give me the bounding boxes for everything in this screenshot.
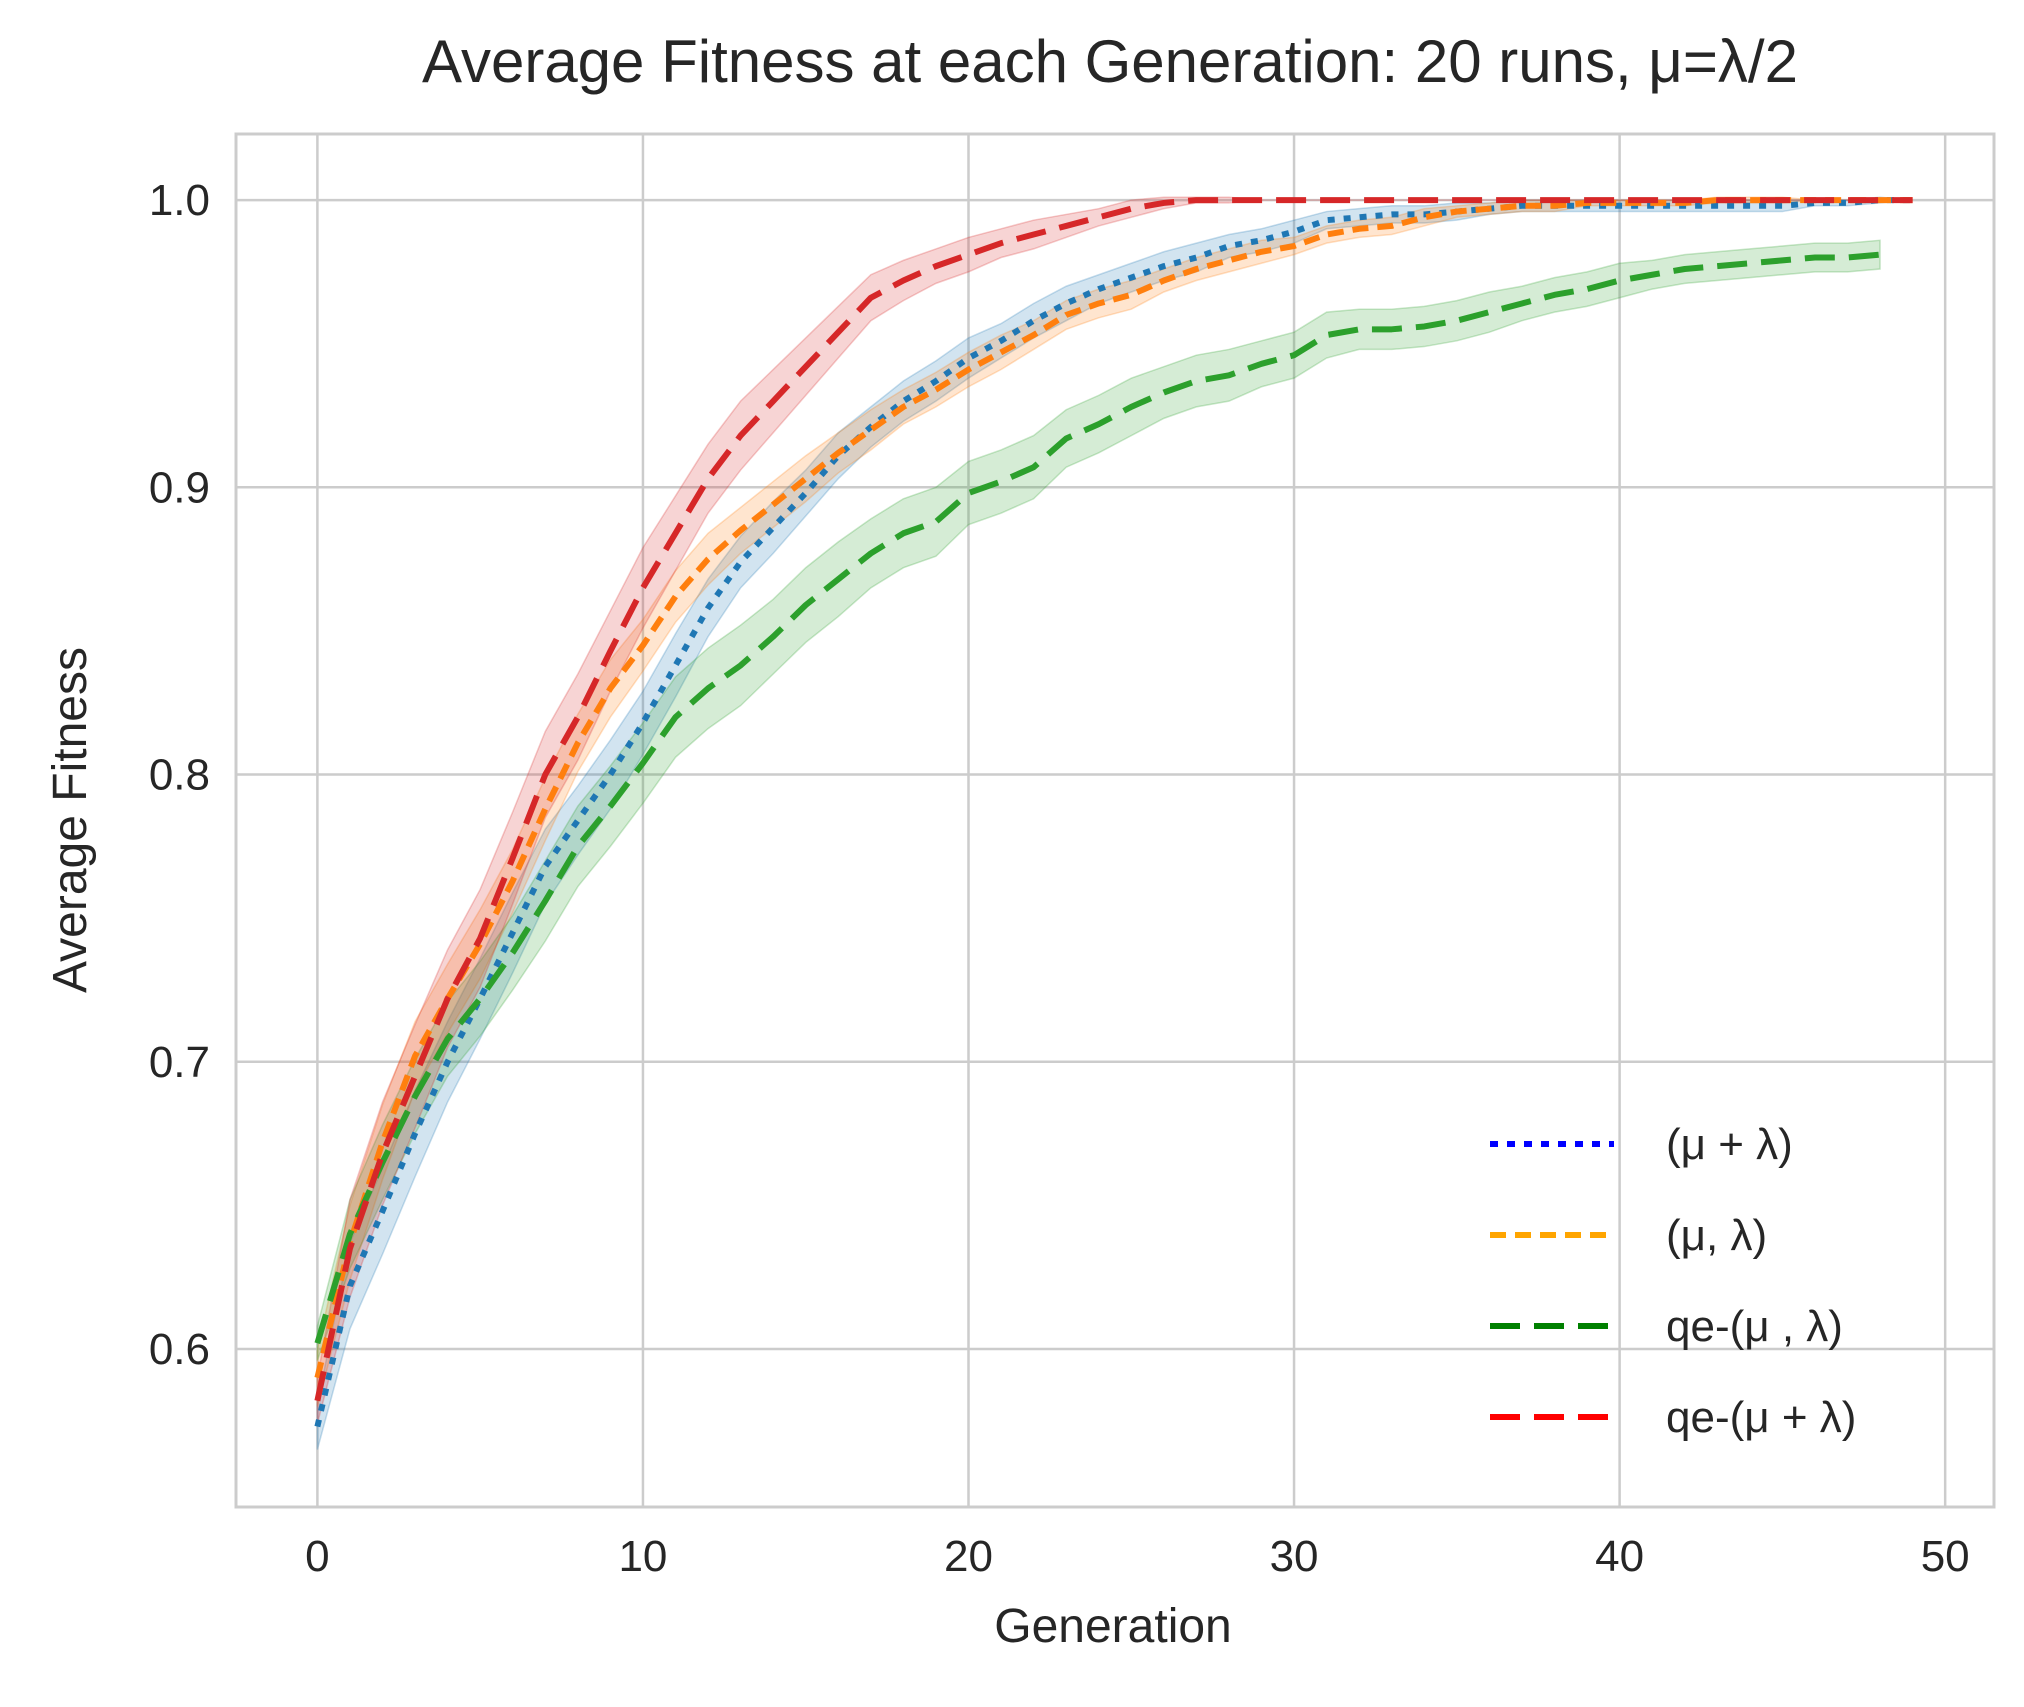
x-axis-label: Generation	[994, 1600, 1232, 1653]
plot-area-frame	[234, 132, 1996, 1509]
chart-title: Average Fitness at each Generation: 20 r…	[422, 28, 1798, 95]
series-line-mu_comma_lambda	[314, 197, 1913, 1379]
x-tick-label: 20	[944, 1532, 993, 1581]
x-tick-label: 10	[618, 1532, 667, 1581]
legend: (μ + λ) (μ, λ) qe-(μ , λ) qe-(μ + λ)	[1490, 1120, 1856, 1442]
y-axis-label: Average Fitness	[44, 647, 97, 993]
series-line-qe_mu_comma_lambda	[314, 251, 1881, 1345]
y-axis-ticks: 0.6 0.7 0.8 0.9 1.0	[149, 176, 210, 1374]
x-tick-label: 50	[1921, 1532, 1970, 1581]
x-tick-label: 40	[1595, 1532, 1644, 1581]
y-tick-label: 0.9	[149, 463, 210, 512]
y-tick-label: 0.8	[149, 751, 210, 800]
x-axis-ticks: 0 10 20 30 40 50	[305, 1532, 1969, 1581]
legend-label: (μ, λ)	[1666, 1211, 1767, 1260]
legend-label: qe-(μ + λ)	[1666, 1393, 1856, 1442]
legend-label: (μ + λ)	[1666, 1120, 1793, 1169]
series-lines	[314, 197, 1913, 1428]
y-tick-label: 1.0	[149, 176, 210, 225]
y-tick-label: 0.6	[149, 1325, 210, 1374]
series-line-mu_plus_lambda	[314, 197, 1913, 1428]
confidence-band-qe_mu_comma_lambda	[316, 239, 1881, 1361]
series-line-qe_mu_plus_lambda	[314, 197, 1913, 1402]
legend-label: qe-(μ , λ)	[1666, 1302, 1843, 1351]
x-tick-label: 30	[1270, 1532, 1319, 1581]
x-tick-label: 0	[305, 1532, 329, 1581]
y-tick-label: 0.7	[149, 1038, 210, 1087]
